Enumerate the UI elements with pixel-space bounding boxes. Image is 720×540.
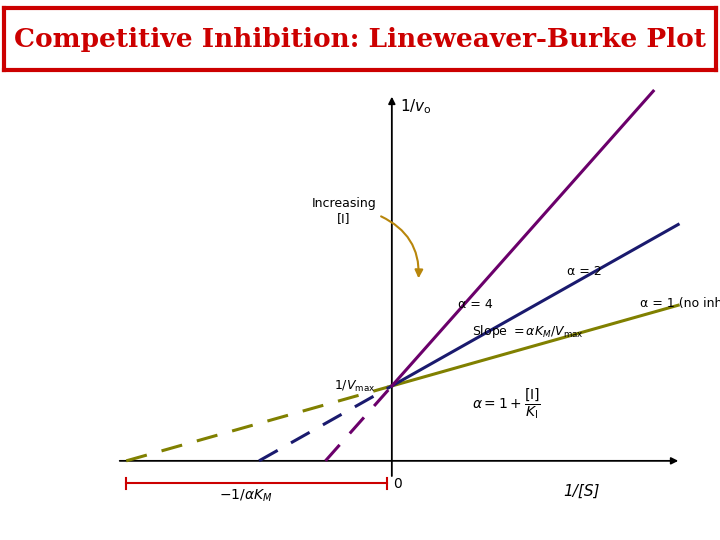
Text: α = 4: α = 4 — [458, 298, 493, 311]
Text: Competitive Inhibition: Lineweaver-Burke Plot: Competitive Inhibition: Lineweaver-Burke… — [14, 26, 706, 52]
Text: 1/[S]: 1/[S] — [564, 484, 600, 499]
Text: $-1/\alpha K_M$: $-1/\alpha K_M$ — [219, 488, 273, 504]
Text: $1/v_{\rm o}$: $1/v_{\rm o}$ — [400, 98, 432, 116]
Text: $1/V_{\rm max}$: $1/V_{\rm max}$ — [334, 379, 376, 394]
Text: Slope $= \alpha K_M/V_{\rm max}$: Slope $= \alpha K_M/V_{\rm max}$ — [472, 323, 583, 340]
Text: 0: 0 — [393, 477, 402, 491]
Text: $\alpha = 1+\dfrac{[{\rm I}]}{K_{\rm I}}$: $\alpha = 1+\dfrac{[{\rm I}]}{K_{\rm I}}… — [472, 386, 541, 421]
Text: Increasing
[I]: Increasing [I] — [312, 197, 377, 225]
Text: α = 1 (no inhibitor): α = 1 (no inhibitor) — [640, 297, 720, 310]
Text: α = 2: α = 2 — [567, 265, 602, 278]
